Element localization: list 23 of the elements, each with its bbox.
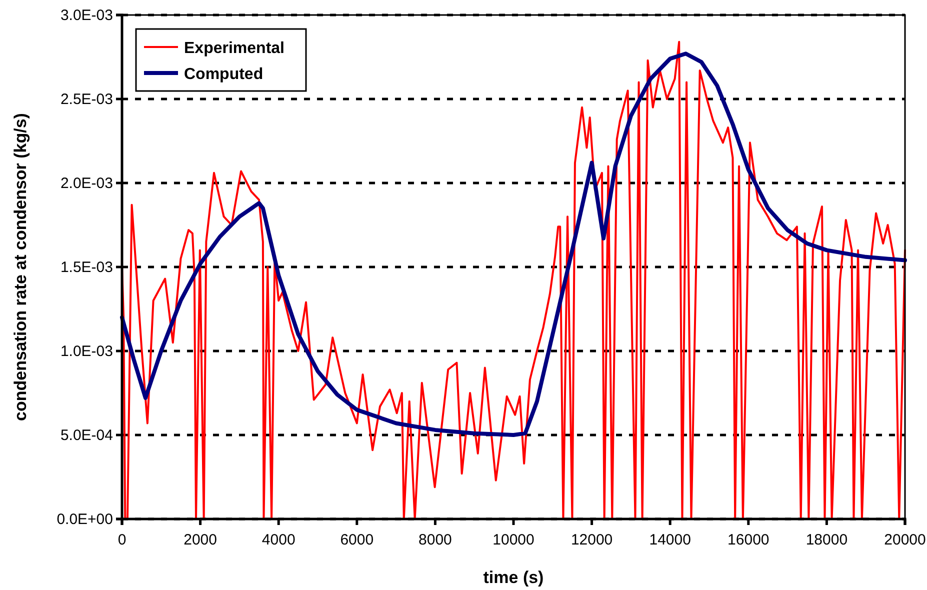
y-tick-label: 0.0E+00 — [56, 510, 113, 528]
x-tick-label: 12000 — [570, 532, 613, 548]
x-tick-label: 10000 — [492, 532, 534, 548]
x-tick-label: 4000 — [262, 532, 296, 548]
x-tick-label: 14000 — [649, 532, 691, 548]
legend-label: Computed — [184, 66, 264, 83]
x-tick-label: 0 — [118, 532, 126, 548]
y-tick-label: 2.5E-03 — [60, 90, 113, 108]
x-tick-label: 2000 — [184, 532, 217, 548]
y-tick-label: 1.5E-03 — [60, 258, 113, 276]
x-tick-label: 20000 — [884, 532, 926, 548]
legend-label: Experimental — [184, 40, 284, 57]
x-tick-label: 6000 — [340, 532, 374, 548]
line-series — [121, 40, 906, 520]
x-axis-title: time (s) — [483, 568, 544, 587]
y-tick-label: 2.0E-03 — [60, 174, 113, 192]
x-tick-label: 16000 — [728, 532, 770, 548]
y-axis-title: condensation rate at condensor (kg/s) — [11, 113, 30, 421]
x-tick-label: 18000 — [806, 532, 848, 548]
x-tick-label: 8000 — [418, 532, 452, 548]
y-tick-label: 5.0E-04 — [60, 426, 113, 444]
y-tick-label: 1.0E-03 — [60, 342, 113, 360]
y-tick-label: 3.0E-03 — [60, 6, 113, 24]
